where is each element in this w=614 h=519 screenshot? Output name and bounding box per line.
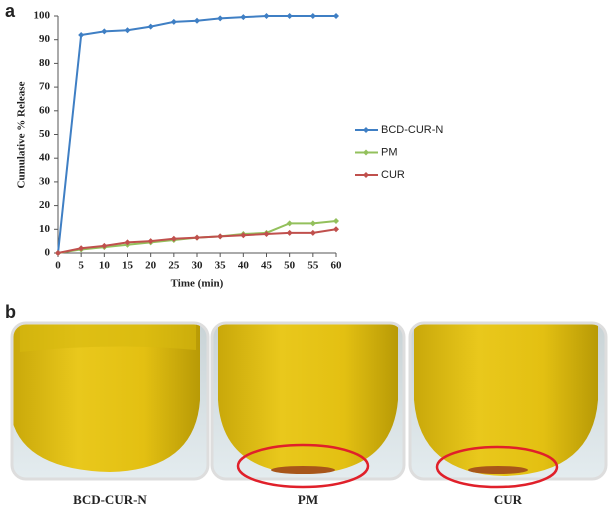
x-tick-label: 50 [284,260,296,272]
data-point [333,226,339,233]
y-tick-label: 40 [39,152,51,164]
data-point [147,23,154,30]
x-tick-label: 30 [192,260,204,272]
legend-marker [363,127,369,133]
x-tick-label: 15 [122,260,134,272]
data-point [101,28,108,35]
y-tick-label: 80 [39,57,51,69]
data-point [217,15,224,22]
data-point [170,18,177,25]
data-point [101,242,108,249]
x-tick-label: 55 [307,260,319,272]
highlight-ellipse [435,445,559,489]
x-tick-label: 35 [215,260,227,272]
data-point [217,233,224,240]
y-tick-label: 30 [39,175,51,187]
data-point [309,13,316,19]
photo-frame [10,321,210,481]
photo-caption: CUR [494,492,523,507]
data-point [333,13,339,19]
data-point [286,229,293,236]
photo-caption: BCD-CUR-N [73,492,147,507]
x-tick-label: 10 [99,260,111,272]
x-tick-label: 20 [145,260,157,272]
y-tick-label: 90 [39,33,51,45]
photo [212,323,404,479]
photo-frame [210,321,406,481]
data-point [170,235,177,242]
y-axis-title: Cumulative % Release [16,81,28,188]
y-tick-label: 100 [34,10,51,22]
panel-label: b [5,302,16,322]
x-tick-label: 0 [55,260,61,272]
series-line [57,228,337,254]
data-point [286,220,293,227]
data-point [240,232,247,239]
x-tick-label: 5 [78,260,84,272]
legend-label: CUR [381,169,405,181]
y-tick-label: 60 [39,104,51,116]
x-tick-label: 60 [331,260,343,272]
x-tick-label: 45 [261,260,273,272]
photo [12,323,208,479]
legend-marker [363,172,369,178]
highlight-ellipse [236,443,370,489]
y-tick-label: 0 [45,247,51,259]
panel-label: a [5,1,16,21]
photo-frame [408,321,608,481]
data-point [124,239,131,246]
photo [410,323,606,479]
data-point [263,231,270,238]
series-line [57,15,336,254]
y-tick-label: 10 [39,223,51,235]
photo-caption: PM [298,492,318,507]
legend-label: BCD-CUR-N [381,124,443,136]
data-point [194,234,200,241]
legend-marker [363,149,369,156]
x-axis-title: Time (min) [171,278,224,290]
data-point [240,14,247,21]
data-point [55,250,61,256]
data-point [286,13,293,19]
data-point [78,31,85,38]
data-point [333,218,339,225]
data-point [194,17,200,24]
y-tick-label: 70 [39,81,51,93]
data-point [124,27,131,34]
data-point [147,238,154,245]
y-tick-label: 20 [39,199,51,211]
legend-label: PM [381,146,398,158]
x-tick-label: 25 [168,260,180,272]
data-point [263,13,270,19]
data-point [78,245,85,252]
data-point [309,229,316,236]
y-tick-label: 50 [39,128,51,140]
x-tick-label: 40 [238,260,250,272]
data-point [309,220,316,227]
